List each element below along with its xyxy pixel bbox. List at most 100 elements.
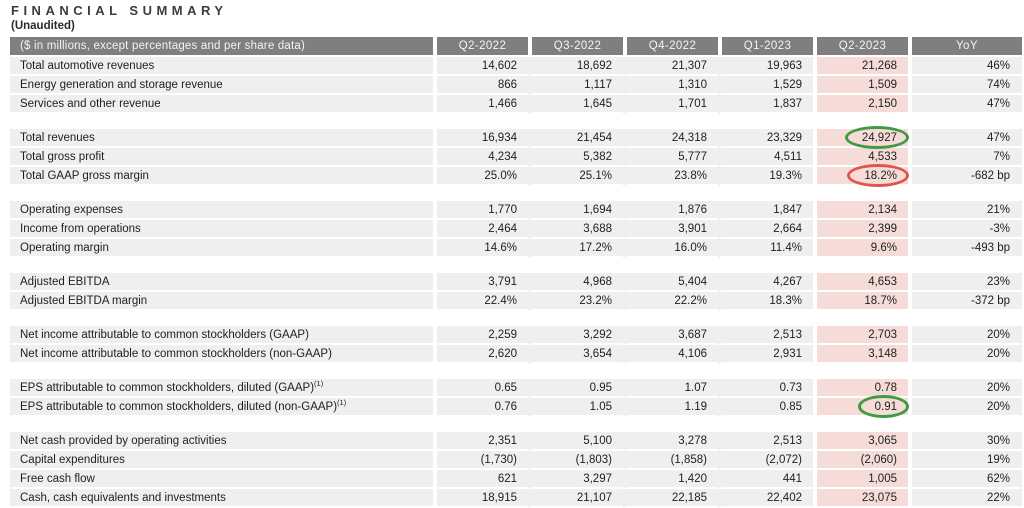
value-cell: 4,533: [813, 148, 908, 167]
value-cell: 4,511: [718, 148, 813, 167]
value-cell: 441: [718, 470, 813, 489]
column-header: Q3-2022: [528, 37, 623, 57]
column-header: Q1-2023: [718, 37, 813, 57]
value-cell: 22,402: [718, 489, 813, 508]
value-cell: 4,234: [433, 148, 528, 167]
value-cell: 2,703: [813, 326, 908, 345]
row-label: Total gross profit: [10, 148, 433, 167]
value-cell: 3,148: [813, 345, 908, 364]
row-label: Total GAAP gross margin: [10, 167, 433, 186]
value-cell: (1,803): [528, 451, 623, 470]
value-cell: 4,106: [623, 345, 718, 364]
section-spacer: [10, 186, 1022, 201]
yoy-cell: 20%: [908, 345, 1022, 364]
value-cell: 0.78: [813, 379, 908, 398]
row-label: Operating expenses: [10, 201, 433, 220]
yoy-cell: 7%: [908, 148, 1022, 167]
value-cell: 25.1%: [528, 167, 623, 186]
financial-table: ($ in millions, except percentages and p…: [10, 37, 1022, 508]
column-header: Q2-2022: [433, 37, 528, 57]
value-cell: 24,927: [813, 125, 909, 149]
value-cell: 23.2%: [528, 292, 623, 311]
value-cell: 2,513: [718, 432, 813, 451]
value-cell: 3,901: [623, 220, 718, 239]
value-cell: 18.2%: [813, 163, 909, 187]
yoy-cell: 74%: [908, 76, 1022, 95]
value-cell: (1,730): [433, 451, 528, 470]
spacer-cell: [10, 114, 1022, 129]
row-label: Net cash provided by operating activitie…: [10, 432, 433, 451]
value-cell: 4,653: [813, 273, 908, 292]
yoy-cell: -493 bp: [908, 239, 1022, 258]
row-label: Total automotive revenues: [10, 57, 433, 76]
row-label: Adjusted EBITDA: [10, 273, 433, 292]
row-label: Total revenues: [10, 129, 433, 148]
value-cell: (2,060): [813, 451, 908, 470]
value-cell: 5,382: [528, 148, 623, 167]
yoy-cell: -372 bp: [908, 292, 1022, 311]
value-cell: 1,005: [813, 470, 908, 489]
value-cell: 16,934: [433, 129, 528, 148]
header-row: ($ in millions, except percentages and p…: [10, 37, 1022, 57]
value-cell: 19.3%: [718, 167, 813, 186]
row-label: Net income attributable to common stockh…: [10, 326, 433, 345]
yoy-cell: 46%: [908, 57, 1022, 76]
value-cell: 621: [433, 470, 528, 489]
row-label: Capital expenditures: [10, 451, 433, 470]
spacer-cell: [10, 258, 1022, 273]
value-cell: 3,065: [813, 432, 908, 451]
table-row: Operating expenses 1,770 1,694 1,876 1,847 2,…: [10, 201, 1022, 220]
value-cell: 2,513: [718, 326, 813, 345]
value-cell: 21,307: [623, 57, 718, 76]
value-cell: 3,292: [528, 326, 623, 345]
yoy-cell: 47%: [908, 95, 1022, 114]
column-header: Q2-2023: [813, 37, 908, 57]
section-spacer: [10, 258, 1022, 273]
value-cell: 1,701: [623, 95, 718, 114]
value-cell: 9.6%: [813, 239, 908, 258]
table-row: Capital expenditures (1,730) (1,803) (1,858…: [10, 451, 1022, 470]
table-row: Total GAAP gross margin 25.0% 25.1% 23.8% 19…: [10, 163, 1022, 187]
value-cell: 1.07: [623, 379, 718, 398]
value-cell: 1,847: [718, 201, 813, 220]
value-cell: 19,963: [718, 57, 813, 76]
red-circle-annotation: [847, 163, 909, 187]
value-cell: 1,876: [623, 201, 718, 220]
green-circle-annotation: [857, 394, 909, 418]
value-cell: 2,620: [433, 345, 528, 364]
value-cell: 23,329: [718, 129, 813, 148]
value-cell: 1,837: [718, 95, 813, 114]
value-cell: 1,509: [813, 76, 908, 95]
value-cell: 17.2%: [528, 239, 623, 258]
row-label: Free cash flow: [10, 470, 433, 489]
table-row: Total revenues 16,934 21,454 24,318 23,329 24…: [10, 125, 1022, 149]
value-cell: 3,687: [623, 326, 718, 345]
value-cell: 21,107: [528, 489, 623, 508]
column-header-label: ($ in millions, except percentages and p…: [10, 37, 433, 57]
value-cell: 2,931: [718, 345, 813, 364]
row-label: Income from operations: [10, 220, 433, 239]
value-cell: 1,645: [528, 95, 623, 114]
table-row: Total automotive revenues 14,602 18,692 21,…: [10, 57, 1022, 76]
value-cell: 5,777: [623, 148, 718, 167]
value-cell: 4,968: [528, 273, 623, 292]
row-label: Services and other revenue: [10, 95, 433, 114]
value-cell: 0.91: [813, 394, 909, 418]
row-label: Energy generation and storage revenue: [10, 76, 433, 95]
table-row: EPS attributable to common stockholders,…: [10, 379, 1022, 398]
value-cell: 21,454: [528, 129, 623, 148]
value-cell: 2,399: [813, 220, 908, 239]
yoy-cell: 21%: [908, 201, 1022, 220]
section-spacer: [10, 311, 1022, 326]
value-cell: 23.8%: [623, 167, 718, 186]
value-cell: (2,072): [718, 451, 813, 470]
page-title: FINANCIAL SUMMARY: [11, 3, 228, 18]
value-cell: 18,692: [528, 57, 623, 76]
value-cell: 3,278: [623, 432, 718, 451]
value-cell: 1,529: [718, 76, 813, 95]
table-row: Net cash provided by operating activitie…: [10, 432, 1022, 451]
table-row: Services and other revenue 1,466 1,645 1,70…: [10, 95, 1022, 114]
value-cell: 3,654: [528, 345, 623, 364]
value-cell: 1,770: [433, 201, 528, 220]
table-row: Operating margin 14.6% 17.2% 16.0% 11.4% 9.6%…: [10, 239, 1022, 258]
